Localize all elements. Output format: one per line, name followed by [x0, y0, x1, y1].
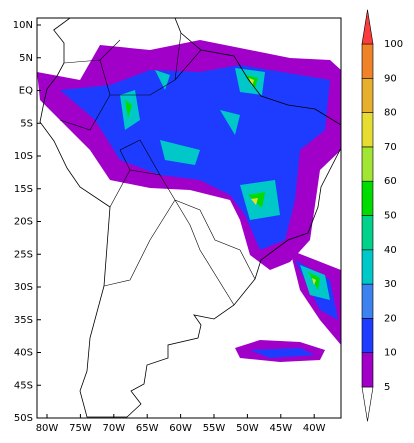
lon-label: 55W: [203, 423, 226, 434]
colorbar-label: 70: [384, 142, 397, 153]
colorbar-segment: [361, 43, 374, 79]
colorbar-under: [361, 386, 374, 422]
lat-label: 25S: [14, 249, 33, 260]
lon-label: 65W: [136, 423, 159, 434]
lat-label: 15S: [14, 184, 33, 195]
colorbar-label: 100: [384, 39, 403, 50]
lat-label: 10N: [13, 20, 33, 31]
lon-label: 50W: [236, 423, 259, 434]
lat-label: EQ: [19, 86, 33, 97]
colorbar-label: 30: [384, 279, 397, 290]
coastline: [39, 18, 341, 418]
colorbar-label: 40: [384, 245, 397, 256]
colorbar-label: 60: [384, 176, 397, 187]
lat-label: 40S: [14, 348, 33, 359]
borders: [59, 32, 256, 306]
lon-label: 40W: [303, 423, 326, 434]
colorbar-label: 90: [384, 73, 397, 84]
lat-label: 5N: [19, 53, 33, 64]
lon-label: 80W: [36, 423, 59, 434]
map-frame: [36, 17, 342, 419]
colorbar-segment: [361, 283, 374, 319]
colorbar-label: 10: [384, 348, 397, 359]
lat-label: 35S: [14, 315, 33, 326]
colorbar-label: 20: [384, 313, 397, 324]
lat-label: 10S: [14, 151, 33, 162]
colorbar-segment: [361, 146, 374, 182]
lat-label: 5S: [20, 118, 33, 129]
lon-label: 70W: [102, 423, 125, 434]
colorbar-segment: [361, 215, 374, 251]
colorbar-segment: [361, 318, 374, 353]
lat-label: 50S: [14, 413, 33, 424]
colorbar-label: 80: [384, 108, 397, 119]
colorbar-segment: [361, 78, 374, 113]
lon-label: 60W: [169, 423, 192, 434]
lat-label: 30S: [14, 282, 33, 293]
lon-label: 45W: [269, 423, 292, 434]
colorbar-segment: [361, 249, 374, 285]
colorbar-segment: [361, 112, 374, 148]
lon-label: 75W: [69, 423, 92, 434]
precip-cyan: [120, 68, 330, 300]
map-area: [37, 18, 341, 418]
lat-label: 45S: [14, 380, 33, 391]
colorbar-over: [361, 9, 374, 45]
colorbar-label: 5: [384, 382, 390, 393]
colorbar-segment: [361, 180, 374, 216]
colorbar-label: 50: [384, 211, 397, 222]
lat-label: 20S: [14, 217, 33, 228]
precip-blue: [60, 65, 338, 358]
colorbar-segment: [361, 352, 374, 388]
